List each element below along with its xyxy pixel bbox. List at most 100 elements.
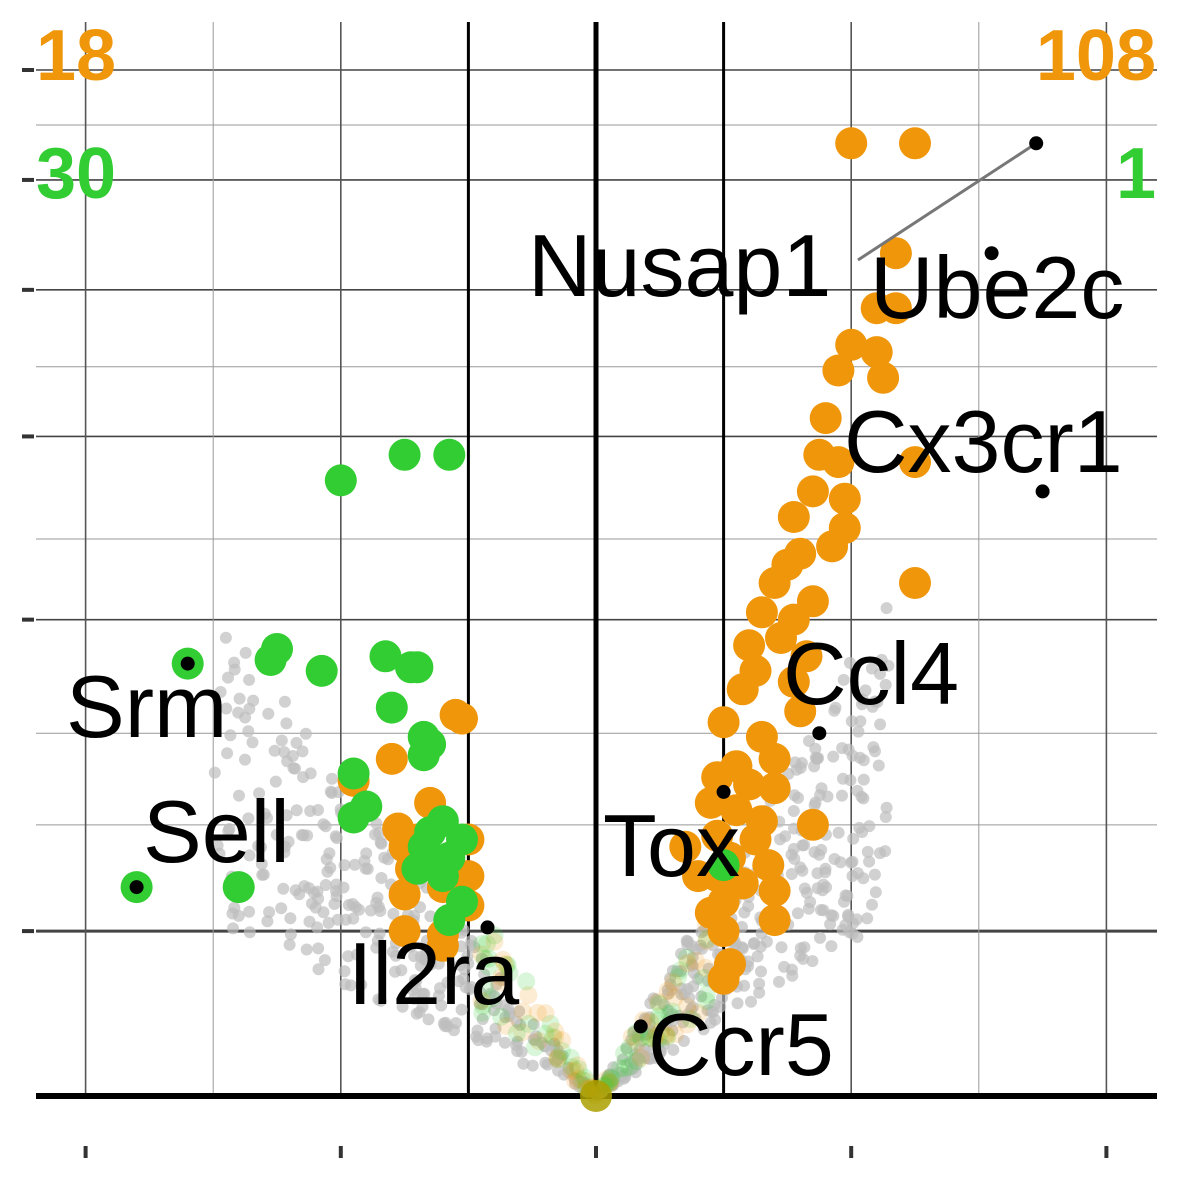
background-point: [476, 1013, 489, 1026]
faint-point: [491, 973, 510, 992]
downregulated-point: [369, 640, 402, 673]
background-point: [548, 1037, 561, 1050]
background-point: [221, 747, 234, 760]
background-point: [868, 868, 881, 881]
background-point: [863, 820, 876, 833]
background-point: [836, 789, 848, 802]
background-point: [641, 1052, 653, 1065]
background-point: [303, 915, 316, 928]
faint-point: [569, 1060, 588, 1079]
background-point: [326, 772, 338, 785]
origin-point: [580, 1080, 612, 1112]
background-point: [568, 1072, 581, 1085]
faint-point: [552, 1041, 571, 1060]
background-point: [664, 972, 677, 985]
background-point: [261, 915, 274, 928]
background-point: [243, 905, 256, 918]
background-point: [211, 839, 224, 852]
faint-point: [671, 961, 689, 980]
gene-label-ccl4: Ccl4: [783, 624, 959, 723]
upregulated-point: [899, 446, 931, 479]
background-point: [880, 801, 893, 814]
background-point: [814, 931, 826, 944]
background-point: [489, 1022, 502, 1035]
background-point: [389, 949, 402, 962]
background-point: [303, 882, 315, 895]
background-point: [627, 1062, 640, 1075]
faint-point: [513, 1002, 532, 1021]
background-point: [773, 975, 785, 988]
background-point: [643, 1011, 656, 1024]
background-point: [214, 686, 227, 698]
background-point: [473, 997, 486, 1010]
upregulated-point: [758, 874, 791, 907]
background-point: [788, 789, 801, 802]
background-point: [228, 656, 241, 669]
background-point: [331, 913, 344, 926]
upregulated-point: [733, 629, 766, 662]
background-point: [312, 804, 324, 816]
background-point: [815, 904, 827, 916]
faint-point: [677, 948, 696, 967]
background-point: [869, 695, 881, 708]
downregulated-point: [707, 849, 740, 882]
background-point: [348, 858, 361, 871]
background-point: [662, 1013, 675, 1026]
background-point: [513, 1005, 526, 1018]
right-green-count: 1: [1116, 134, 1156, 214]
upregulated-point: [694, 896, 727, 929]
background-point: [370, 896, 383, 909]
background-point: [867, 741, 880, 754]
background-point: [788, 852, 801, 865]
background-point: [243, 673, 256, 686]
upregulated-point: [758, 742, 791, 775]
background-point: [666, 1024, 679, 1037]
background-point: [854, 715, 867, 728]
background-point: [406, 984, 419, 997]
background-point: [825, 940, 838, 953]
background-point: [794, 861, 807, 874]
upregulated-point: [426, 929, 459, 962]
faint-point: [628, 1033, 647, 1052]
background-point: [290, 736, 303, 749]
downregulated-point: [395, 651, 427, 684]
background-point: [370, 941, 383, 954]
faint-point: [497, 1016, 516, 1035]
gene-label-cx3cr1: Cx3cr1: [844, 392, 1123, 491]
background-point: [422, 1013, 435, 1026]
background-point: [416, 1000, 429, 1013]
background-point: [312, 963, 325, 976]
background-point: [279, 840, 291, 853]
background-point: [441, 1020, 454, 1033]
upregulated-point: [816, 530, 849, 563]
background-point: [647, 992, 660, 1005]
background-point: [476, 952, 488, 965]
background-point: [253, 787, 266, 800]
faint-point: [657, 1025, 676, 1044]
background-point: [329, 830, 342, 843]
background-point: [290, 804, 303, 817]
faint-point: [658, 1027, 677, 1046]
background-point: [360, 847, 373, 860]
faint-point: [665, 988, 684, 1007]
faint-point: [473, 934, 492, 953]
label-dot: [480, 920, 495, 935]
background-point: [277, 882, 290, 895]
faint-point: [472, 991, 491, 1010]
faint-point: [615, 1059, 634, 1078]
background-point: [535, 1036, 548, 1049]
background-point: [806, 955, 819, 968]
background-point: [498, 1036, 511, 1049]
downregulated-point: [375, 691, 408, 724]
gene-label-il2ra: Il2ra: [348, 924, 519, 1023]
background-point: [787, 805, 800, 817]
background-point: [857, 792, 870, 805]
background-point: [662, 1004, 674, 1017]
faint-point: [536, 1004, 555, 1023]
background-point: [297, 771, 310, 784]
background-point: [338, 965, 351, 978]
background-point: [219, 631, 232, 644]
background-point: [339, 978, 352, 991]
background-point: [863, 855, 876, 868]
faint-point: [475, 949, 494, 968]
